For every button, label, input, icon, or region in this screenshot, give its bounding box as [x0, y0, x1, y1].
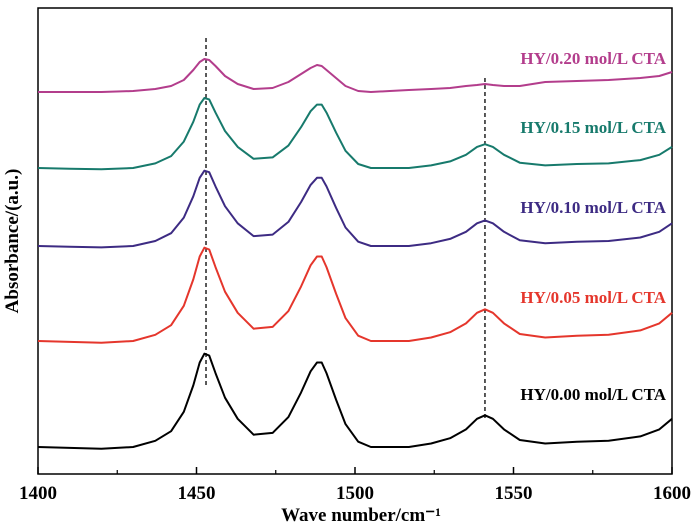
- x-axis-label: Wave number/cm⁻¹: [281, 505, 441, 526]
- series-lines: [37, 58, 673, 450]
- series-label: HY/0.05 mol/L CTA: [520, 288, 666, 307]
- x-tick-label: 1500: [336, 483, 374, 504]
- series-line: [37, 169, 673, 249]
- x-tick-marks: [37, 467, 673, 474]
- series-label: HY/0.20 mol/L CTA: [520, 49, 666, 68]
- y-axis-label: Absorbance/(a.u.): [2, 169, 23, 314]
- series-label: HY/0.00 mol/L CTA: [520, 385, 666, 404]
- reference-lines: [205, 38, 486, 418]
- x-tick-label: 1600: [653, 483, 691, 504]
- x-tick-label: 1400: [19, 483, 57, 504]
- series-line: [38, 58, 673, 93]
- series-label: HY/0.10 mol/L CTA: [520, 198, 666, 217]
- series-line: [37, 246, 673, 344]
- series-line: [37, 97, 673, 171]
- x-tick-label: 1550: [495, 483, 533, 504]
- x-tick-labels: 1400 1450 1500 1550 1600: [19, 483, 691, 504]
- series-labels: HY/0.00 mol/L CTA HY/0.05 mol/L CTA HY/0.1…: [520, 49, 666, 404]
- series-line: [37, 352, 673, 450]
- x-tick-label: 1450: [178, 483, 216, 504]
- series-label: HY/0.15 mol/L CTA: [520, 118, 666, 137]
